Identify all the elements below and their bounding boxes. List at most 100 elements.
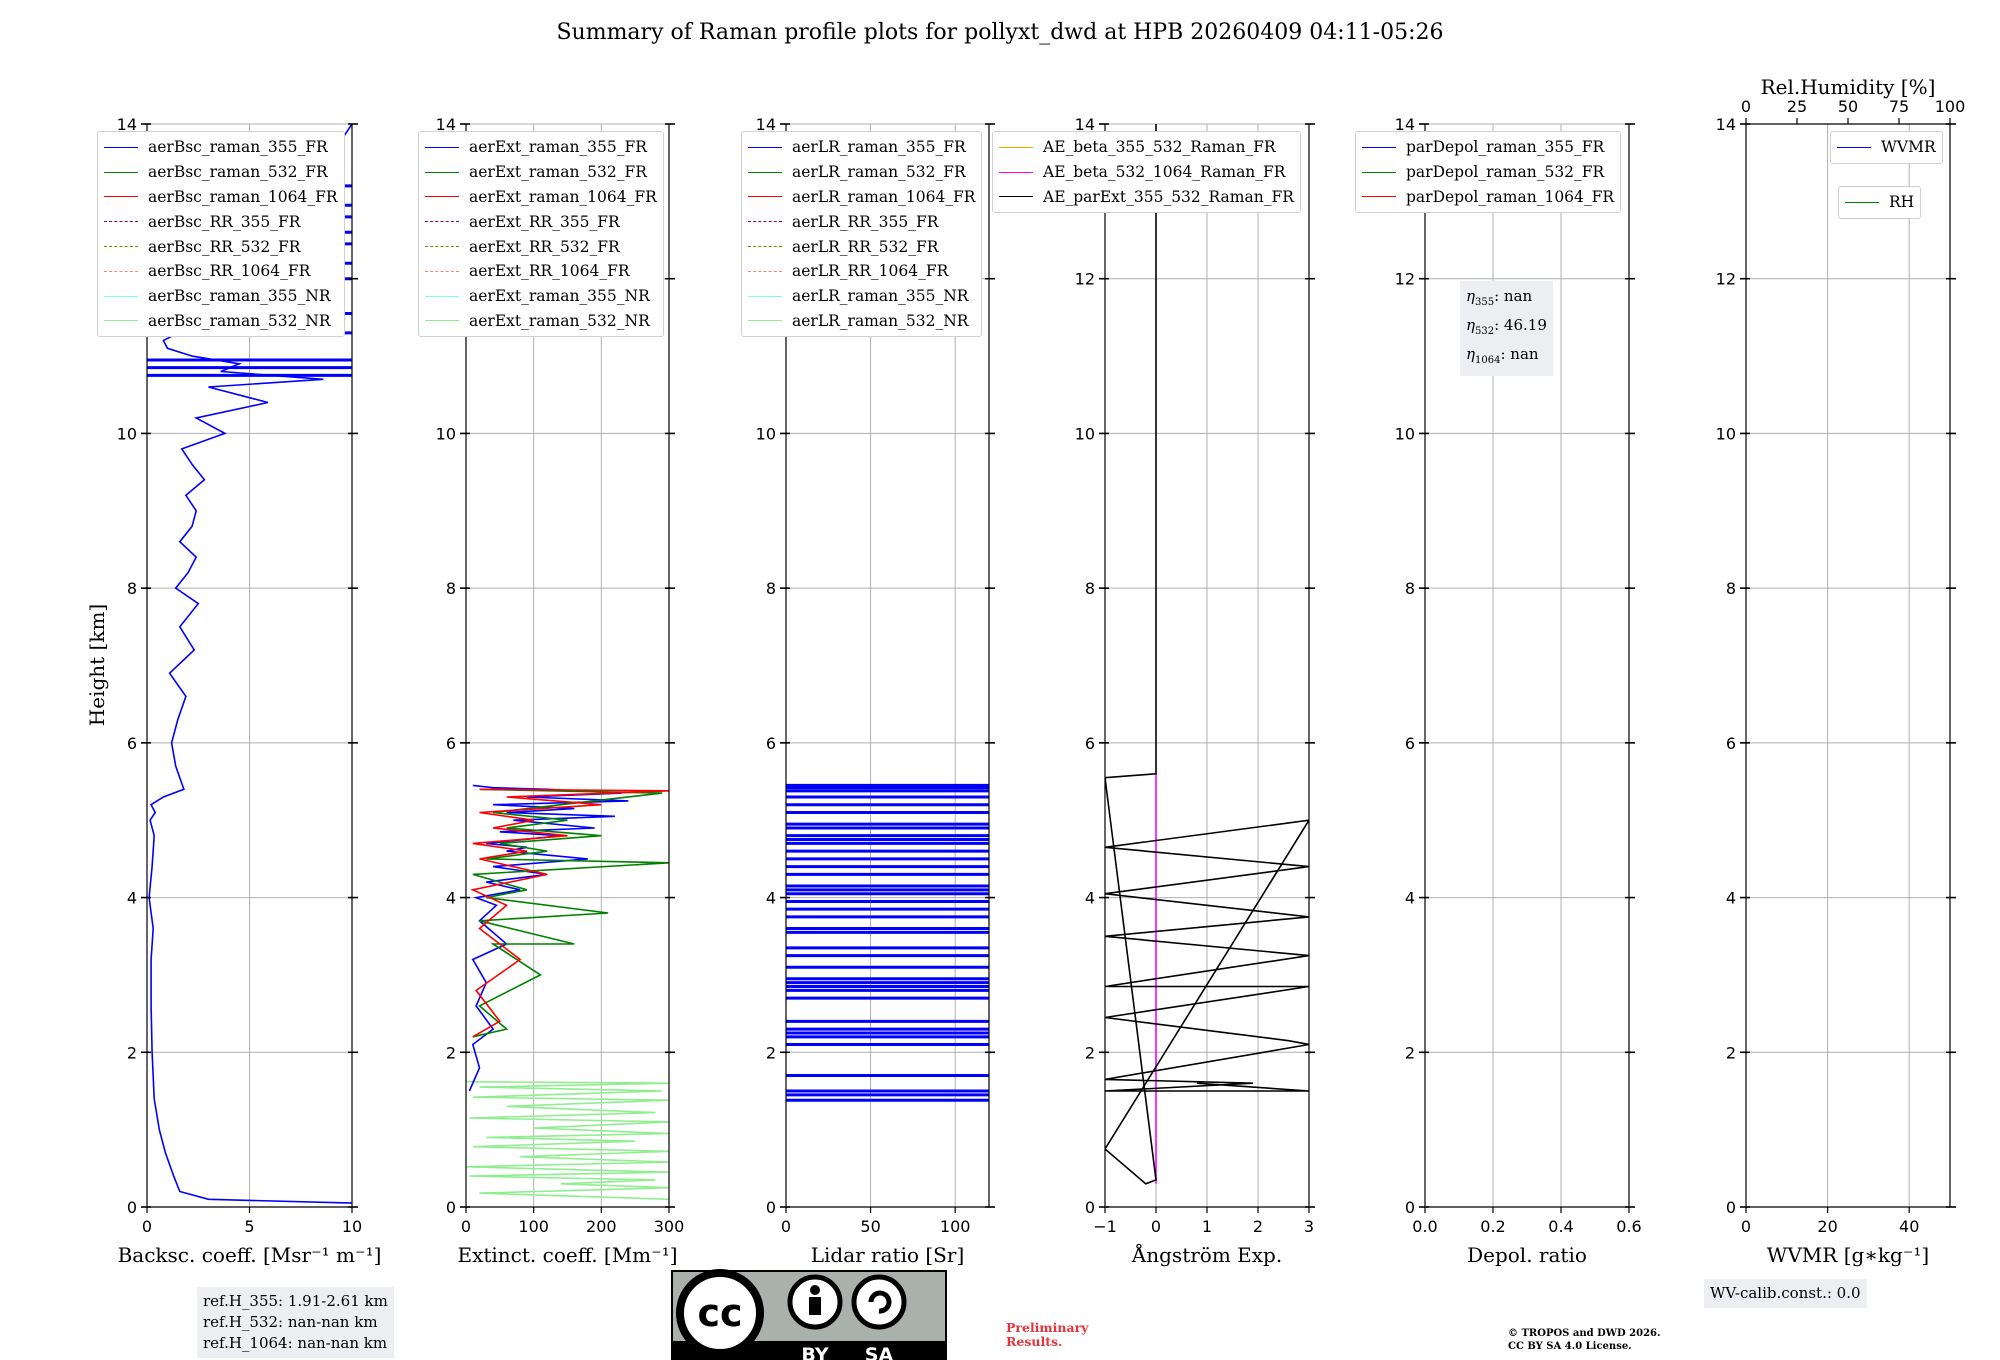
legend-label: WVMR — [1881, 138, 1936, 157]
xtick-label: 40 — [1899, 1217, 1919, 1236]
ytick-label: 14 — [756, 115, 776, 134]
legend-swatch — [425, 270, 459, 272]
legend-swatch — [104, 320, 138, 322]
eta-355: η355: nan — [1466, 287, 1533, 308]
legend-label: aerBsc_raman_532_NR — [148, 311, 331, 330]
legend-entry: RH — [1845, 190, 1914, 215]
ytick-label: 6 — [1726, 734, 1736, 753]
xtick-label: 0 — [142, 1217, 152, 1236]
ytick-label: 10 — [1075, 424, 1095, 443]
legend-entry: aerLR_RR_1064_FR — [748, 259, 975, 284]
legend-swatch — [425, 295, 459, 297]
ytick-label: 8 — [766, 579, 776, 598]
top-xtick-label: 100 — [1935, 97, 1966, 116]
legend-label: parDepol_raman_355_FR — [1406, 138, 1605, 157]
ytick-label: 2 — [1405, 1043, 1415, 1062]
ytick-label: 4 — [446, 889, 456, 908]
legend-wvmr: WVMR — [1830, 131, 1943, 164]
legend-entry: aerLR_RR_532_FR — [748, 234, 975, 259]
xtick-label: 100 — [940, 1217, 971, 1236]
copyright-note: © TROPOS and DWD 2026. CC BY SA 4.0 Lice… — [1508, 1328, 1661, 1352]
xtick-label: 0 — [781, 1217, 791, 1236]
ytick-label: 10 — [756, 424, 776, 443]
legend-extinction: aerExt_raman_355_FR aerExt_raman_532_FR ae… — [418, 131, 664, 338]
ytick-label: 8 — [1085, 579, 1095, 598]
ytick-label: 2 — [1085, 1043, 1095, 1062]
eta-532: η532: 46.19 — [1466, 316, 1547, 337]
legend-label: aerLR_RR_355_FR — [792, 212, 939, 231]
ref-height-355: ref.H_355: 1.91-2.61 km — [203, 1292, 388, 1310]
legend-swatch — [748, 221, 782, 223]
ytick-label: 0 — [446, 1198, 456, 1217]
by-icon-head — [810, 1285, 820, 1295]
eta-1064: η1064: nan — [1466, 345, 1539, 366]
legend-swatch — [748, 171, 782, 173]
legend-swatch — [104, 146, 138, 148]
by-label: BY — [801, 1344, 828, 1360]
legend-entry: aerBsc_raman_532_FR — [104, 160, 338, 185]
ytick-label: 6 — [1405, 734, 1415, 753]
legend-swatch — [748, 246, 782, 248]
ytick-label: 6 — [127, 734, 137, 753]
legend-swatch — [1362, 146, 1396, 148]
legend-swatch — [104, 196, 138, 198]
top-xtick-label: 50 — [1838, 97, 1858, 116]
legend-entry: WVMR — [1837, 135, 1936, 160]
legend-entry: aerExt_RR_355_FR — [425, 209, 657, 234]
legend-label: aerExt_raman_532_FR — [469, 163, 647, 182]
legend-wvmr-rh: RH — [1838, 186, 1922, 219]
cc-by-sa-badge: cc BY SA — [671, 1269, 947, 1360]
legend-entry: aerLR_raman_355_FR — [748, 135, 975, 160]
legend-label: aerLR_raman_355_FR — [792, 138, 966, 157]
figure-title: Summary of Raman profile plots for polly… — [556, 20, 1444, 45]
legend-swatch — [425, 246, 459, 248]
legend-entry: aerLR_raman_355_NR — [748, 284, 975, 309]
top-xtick-label: 0 — [1741, 97, 1751, 116]
legend-label: aerBsc_raman_355_NR — [148, 287, 331, 306]
legend-swatch — [425, 196, 459, 198]
series-line — [148, 124, 352, 1204]
legend-swatch — [425, 320, 459, 322]
top-axis-label: Rel.Humidity [%] — [1761, 75, 1936, 99]
legend-entry: aerBsc_raman_355_FR — [104, 135, 338, 160]
legend-label: aerLR_raman_1064_FR — [792, 187, 976, 206]
xtick-label: 2 — [1253, 1217, 1263, 1236]
legend-swatch — [1362, 196, 1396, 198]
legend-entry: aerBsc_RR_532_FR — [104, 234, 338, 259]
preliminary-results-note: Preliminary Results. — [1006, 1320, 1089, 1349]
ytick-label: 14 — [117, 115, 137, 134]
legend-swatch — [748, 320, 782, 322]
legend-label: aerExt_RR_532_FR — [469, 237, 620, 256]
yaxis-label: Height [km] — [85, 604, 109, 726]
ytick-label: 4 — [766, 889, 776, 908]
panel-lidar_ratio: 02468101214050100Lidar ratio [Sr] — [756, 115, 995, 1267]
xtick-label: 0.0 — [1412, 1217, 1437, 1236]
legend-entry: aerBsc_RR_355_FR — [104, 209, 338, 234]
legend-angstrom: AE_beta_355_532_Raman_FR AE_beta_532_1064… — [992, 131, 1301, 214]
legend-swatch — [999, 171, 1033, 173]
legend-entry: parDepol_raman_532_FR — [1362, 160, 1614, 185]
legend-swatch — [748, 146, 782, 148]
ytick-label: 12 — [1075, 270, 1095, 289]
ytick-label: 6 — [766, 734, 776, 753]
xaxis-label: Extinct. coeff. [Mm⁻¹] — [457, 1243, 677, 1267]
legend-swatch — [104, 295, 138, 297]
xaxis-label: Lidar ratio [Sr] — [811, 1243, 965, 1267]
legend-label: aerExt_RR_355_FR — [469, 212, 620, 231]
legend-label: aerExt_raman_532_NR — [469, 311, 650, 330]
ytick-label: 2 — [1726, 1043, 1736, 1062]
cc-icon-text: cc — [697, 1291, 742, 1335]
legend-entry: aerLR_raman_532_FR — [748, 160, 975, 185]
series-line — [466, 1080, 669, 1201]
ytick-label: 4 — [1085, 889, 1095, 908]
legend-swatch — [425, 146, 459, 148]
ytick-label: 8 — [1726, 579, 1736, 598]
ytick-label: 14 — [1075, 115, 1095, 134]
legend-label: aerLR_raman_355_NR — [792, 287, 969, 306]
legend-entry: aerExt_RR_532_FR — [425, 234, 657, 259]
data-layer-lidar_ratio — [786, 783, 989, 1102]
series-line — [470, 788, 669, 1038]
ytick-label: 0 — [1405, 1198, 1415, 1217]
ytick-label: 4 — [1726, 889, 1736, 908]
ytick-label: 2 — [766, 1043, 776, 1062]
